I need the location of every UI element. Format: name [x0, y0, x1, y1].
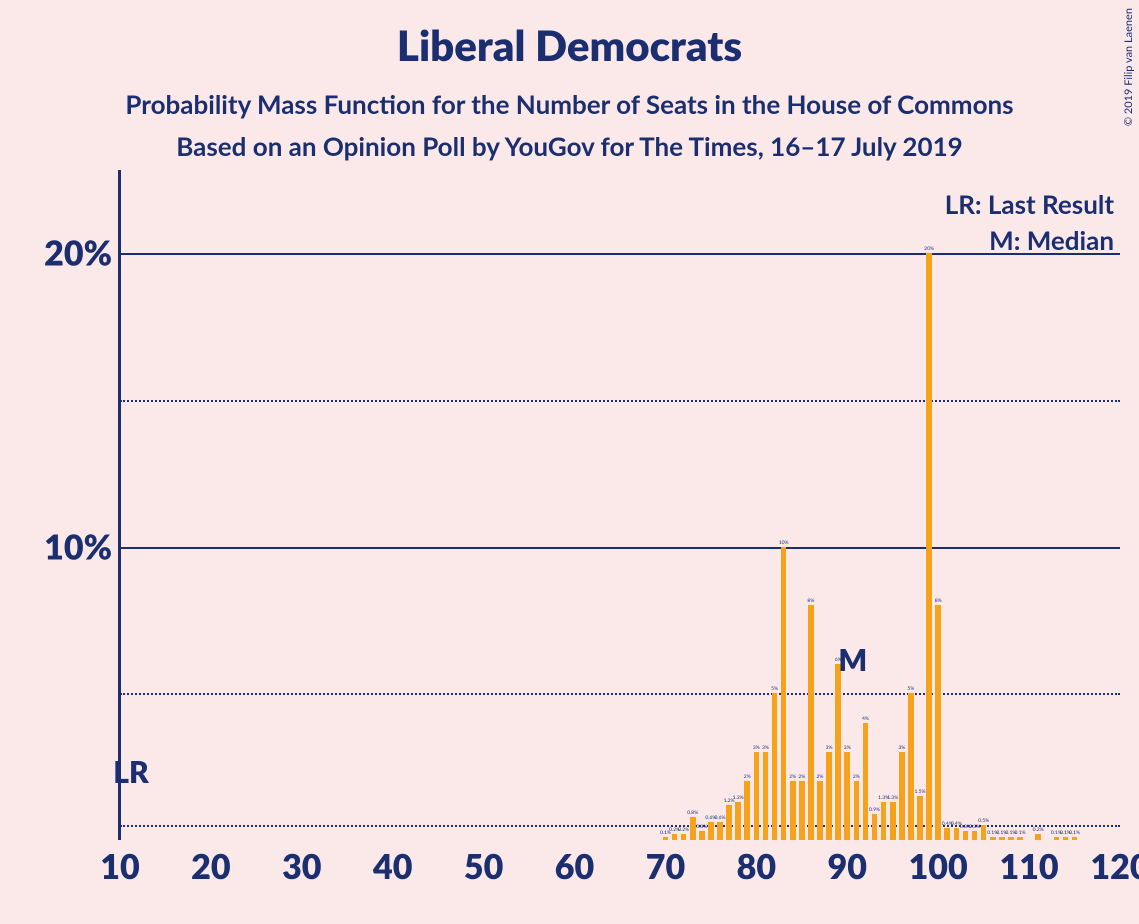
bar-value-label: 3% [762, 746, 769, 752]
bar: 0.1% [990, 837, 996, 840]
bar-value-label: 5% [771, 687, 778, 693]
bar-value-label: 8% [935, 599, 942, 605]
bar: 0.3% [699, 831, 705, 840]
bar-value-label: 0.2% [678, 828, 689, 834]
bar: 2% [817, 781, 823, 840]
marker-lr: LR [113, 754, 148, 790]
bar: 0.3% [963, 831, 969, 840]
bar: 8% [935, 605, 941, 840]
x-tick-label: 60 [555, 840, 594, 887]
bars-layer: 0.1%0.2%0.2%0.8%0.3%0.6%0.6%1.2%1.3%2%3%… [120, 180, 1120, 840]
bar-value-label: 2% [853, 775, 860, 781]
bar: 3% [754, 752, 760, 840]
x-tick-label: 40 [373, 840, 412, 887]
x-tick-label: 10 [100, 840, 139, 887]
bar: 0.5% [981, 825, 987, 840]
x-tick-label: 20 [191, 840, 230, 887]
x-tick-label: 100 [909, 840, 968, 887]
bar: 0.4% [944, 828, 950, 840]
bar: 0.1% [1072, 837, 1078, 840]
bar-value-label: 3% [826, 746, 833, 752]
bar-value-label: 0.3% [969, 825, 980, 831]
bar: 0.3% [972, 831, 978, 840]
bar: 20% [926, 253, 932, 840]
x-tick-label: 90 [828, 840, 867, 887]
y-tick-label: 10% [44, 526, 120, 567]
bar: 3% [826, 752, 832, 840]
bar: 10% [781, 547, 787, 840]
bar-value-label: 5% [907, 687, 914, 693]
bar-value-label: 20% [924, 247, 934, 253]
plot-area: 0.1%0.2%0.2%0.8%0.3%0.6%0.6%1.2%1.3%2%3%… [120, 180, 1120, 840]
bar-value-label: 0.6% [714, 816, 725, 822]
legend: LR: Last Result M: Median [945, 186, 1114, 259]
bar: 3% [844, 752, 850, 840]
bar: 2% [790, 781, 796, 840]
bar: 0.6% [717, 822, 723, 840]
bar: 0.8% [690, 817, 696, 840]
bar: 5% [772, 693, 778, 840]
bar-value-label: 2% [798, 775, 805, 781]
bar-value-label: 2% [817, 775, 824, 781]
x-tick-label: 120 [1090, 840, 1139, 887]
bar: 1.3% [890, 802, 896, 840]
bar: 1.3% [735, 802, 741, 840]
bar-value-label: 2% [744, 775, 751, 781]
bar: 2% [744, 781, 750, 840]
bar: 1.3% [881, 802, 887, 840]
bar-value-label: 0.1% [1014, 831, 1025, 837]
bar: 0.6% [708, 822, 714, 840]
bar-value-label: 0.9% [869, 808, 880, 814]
bar-value-label: 1.3% [887, 796, 898, 802]
copyright-text: © 2019 Filip van Laenen [1122, 8, 1135, 126]
chart-subtitle-2: Based on an Opinion Poll by YouGov for T… [0, 130, 1139, 162]
bar-value-label: 0.5% [978, 819, 989, 825]
bar: 1.5% [917, 796, 923, 840]
bar: 3% [899, 752, 905, 840]
bar: 0.4% [954, 828, 960, 840]
bar: 1.2% [726, 805, 732, 840]
bar-value-label: 10% [779, 541, 789, 547]
chart-title: Liberal Democrats [0, 20, 1139, 70]
bar-value-label: 0.1% [1069, 831, 1080, 837]
chart-root: Liberal Democrats Probability Mass Funct… [0, 0, 1139, 924]
bar-value-label: 8% [807, 599, 814, 605]
x-tick-label: 30 [282, 840, 321, 887]
x-tick-label: 110 [999, 840, 1058, 887]
bar-value-label: 3% [844, 746, 851, 752]
y-tick-label: 20% [44, 233, 120, 274]
bar-value-label: 0.3% [696, 825, 707, 831]
bar: 0.9% [872, 814, 878, 840]
x-tick-label: 70 [646, 840, 685, 887]
bar-value-label: 3% [898, 746, 905, 752]
bar: 2% [799, 781, 805, 840]
bar-value-label: 1.3% [733, 796, 744, 802]
x-tick-label: 50 [464, 840, 503, 887]
bar-value-label: 3% [753, 746, 760, 752]
bar: 5% [908, 693, 914, 840]
bar: 8% [808, 605, 814, 840]
bar-value-label: 0.2% [1033, 828, 1044, 834]
bar: 4% [863, 723, 869, 840]
bar-value-label: 4% [862, 717, 869, 723]
bar: 2% [854, 781, 860, 840]
marker-m: M [838, 642, 867, 678]
bar-value-label: 2% [789, 775, 796, 781]
bar-value-label: 1.5% [914, 790, 925, 796]
bar: 6% [835, 664, 841, 840]
chart-subtitle-1: Probability Mass Function for the Number… [0, 88, 1139, 120]
bar: 3% [763, 752, 769, 840]
legend-lr: LR: Last Result [945, 186, 1114, 222]
bar-value-label: 0.8% [687, 811, 698, 817]
x-tick-label: 80 [737, 840, 776, 887]
bar: 0.1% [1063, 837, 1069, 840]
legend-m: M: Median [945, 222, 1114, 258]
